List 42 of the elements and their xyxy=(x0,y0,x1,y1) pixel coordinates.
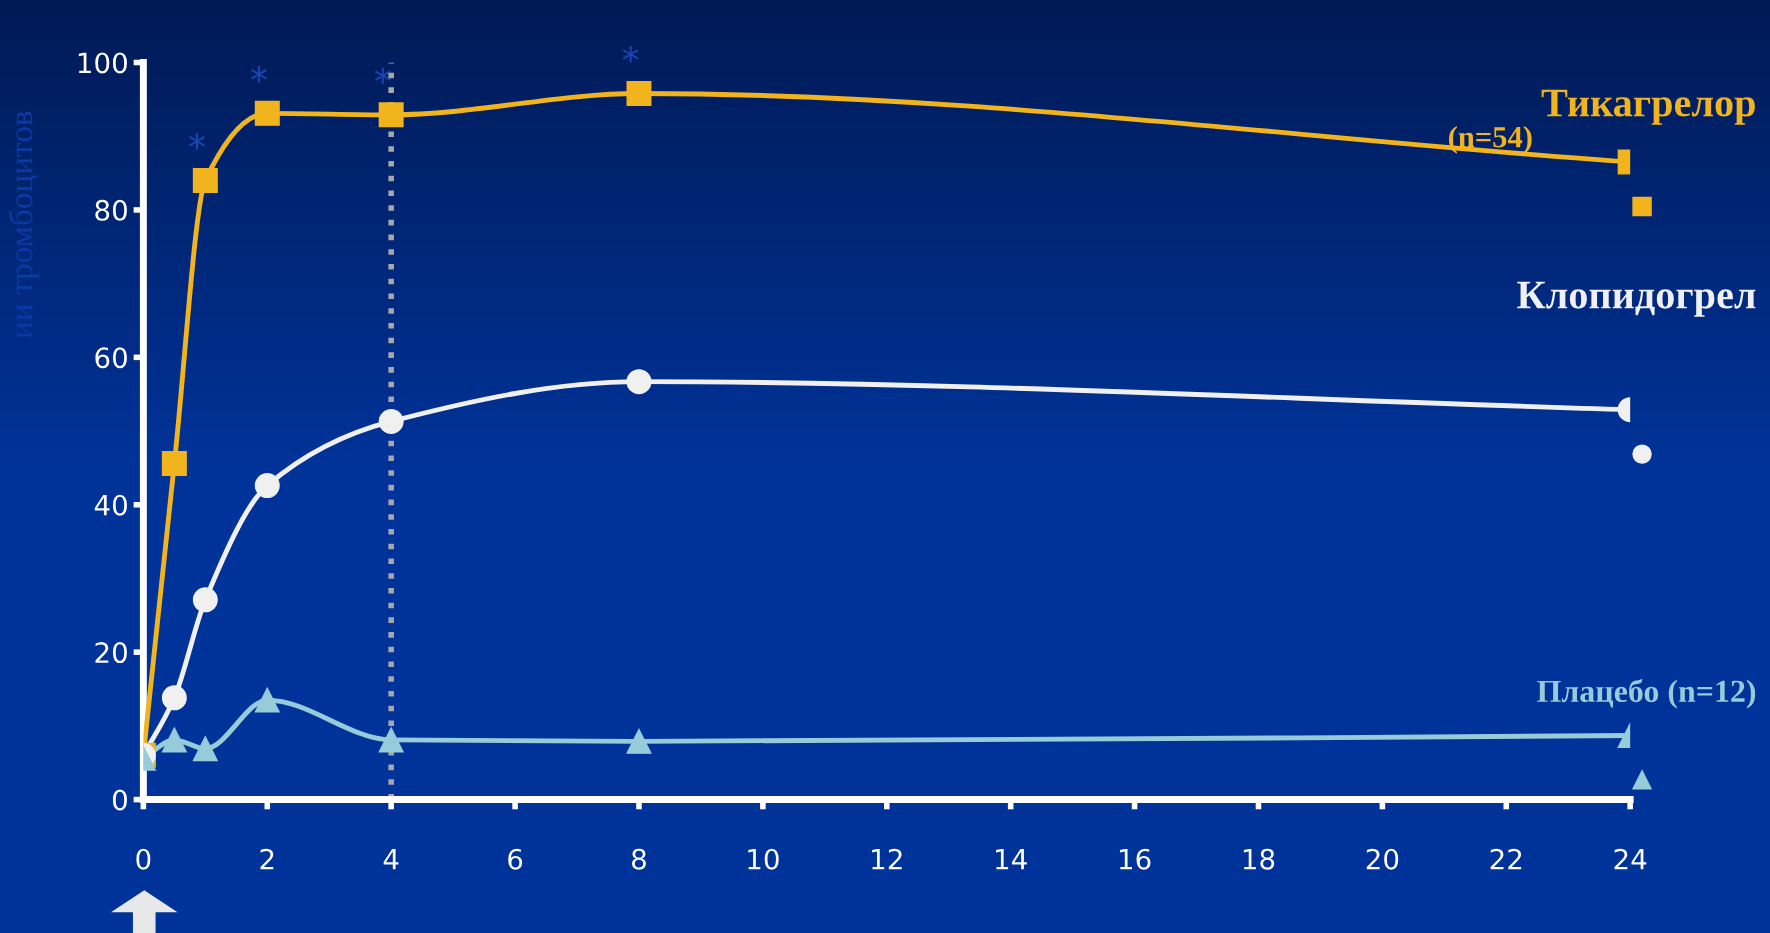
point xyxy=(161,727,187,753)
x-tick-label: 8 xyxy=(632,848,646,870)
y-tick-label: 20 xyxy=(95,642,127,664)
point xyxy=(254,100,280,126)
series-label: Тикагрелор xyxy=(1541,89,1755,125)
y-tick-label: 0 xyxy=(112,789,127,811)
annotation: * xyxy=(250,65,267,83)
x-tick-label: 22 xyxy=(1490,848,1522,870)
point xyxy=(192,587,218,613)
point xyxy=(161,450,187,476)
series-label: Плацебо (n=12) xyxy=(1537,678,1756,709)
point xyxy=(254,473,280,499)
x-tick-label: 24 xyxy=(1614,848,1647,870)
x-tick-label: 12 xyxy=(872,848,902,870)
point xyxy=(192,736,218,762)
x-tick-label: 2 xyxy=(260,848,274,870)
point xyxy=(192,167,218,193)
x-tick-label: 18 xyxy=(1243,848,1275,870)
point xyxy=(626,80,652,106)
annotation: (n=54) xyxy=(1448,125,1532,154)
y-tick-label: 80 xyxy=(95,199,127,221)
point xyxy=(378,408,404,434)
x-tick-label: 14 xyxy=(996,849,1027,870)
x-tick-label: 16 xyxy=(1119,848,1151,870)
y-tick-label: 60 xyxy=(95,347,127,369)
text: Клопидогрел xyxy=(1517,281,1756,317)
point xyxy=(161,685,187,711)
point xyxy=(378,727,404,753)
annotation: * xyxy=(374,67,391,84)
point xyxy=(626,728,652,754)
annotation: * xyxy=(622,46,639,63)
y-tick-label: 100 xyxy=(78,52,127,74)
x-tick-label: 6 xyxy=(508,848,523,870)
point xyxy=(626,369,652,395)
annotation: * xyxy=(189,133,205,150)
x-tick-label: 0 xyxy=(136,848,151,870)
point xyxy=(378,102,404,128)
point xyxy=(254,687,280,713)
x-tick-label: 10 xyxy=(748,848,779,870)
x-tick-label: 20 xyxy=(1366,848,1399,870)
x-tick-label: 4 xyxy=(383,849,399,870)
y-tick-label: 40 xyxy=(94,494,127,516)
